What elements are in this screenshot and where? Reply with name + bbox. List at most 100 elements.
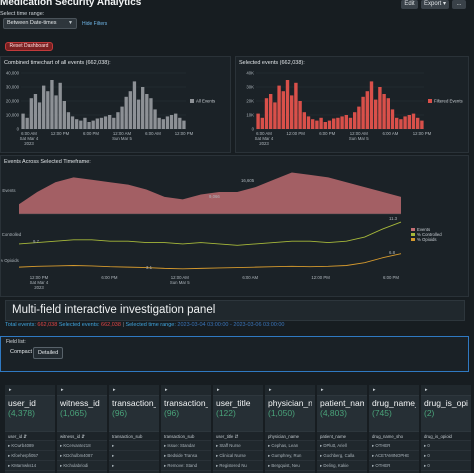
bar[interactable] <box>70 116 75 129</box>
column-header[interactable]: witness_id (1,065) <box>57 396 107 431</box>
bar[interactable] <box>348 117 353 129</box>
column-expand-icon[interactable]: ▸ <box>317 385 367 396</box>
bar[interactable] <box>353 112 357 129</box>
column-sort-header[interactable]: drug_is_opioid <box>421 431 471 440</box>
hide-filters-link[interactable]: Hide Filters <box>82 21 108 27</box>
column-header[interactable]: drug_name_ (745) <box>369 396 419 431</box>
bar[interactable] <box>340 116 344 129</box>
column-sort-header[interactable]: user_title ⇵ <box>213 431 263 440</box>
table-cell[interactable]: ▸ Clinical Nurse <box>213 450 263 460</box>
bar[interactable] <box>178 117 182 129</box>
bar[interactable] <box>141 87 145 129</box>
bar[interactable] <box>378 87 382 129</box>
field-column[interactable]: ▸drug_is_opio(2)drug_is_opioid▸ 0▸ 0▸ 0▸… <box>421 385 471 473</box>
bar[interactable] <box>108 115 112 129</box>
bar[interactable] <box>21 113 25 129</box>
bar[interactable] <box>120 106 124 129</box>
column-expand-icon[interactable]: ▸ <box>369 385 419 396</box>
field-column[interactable]: ▸ transaction_ (96) transaction_sub ▸ Issue:… <box>161 385 211 473</box>
column-sort-header[interactable]: user_id ⇵ <box>5 431 55 440</box>
field-column[interactable]: ▸ user_title (122) user_title ⇵ ▸ Staff Nurs… <box>213 385 263 473</box>
bar[interactable] <box>153 109 157 129</box>
bar[interactable] <box>285 80 290 129</box>
bar[interactable] <box>33 94 38 129</box>
table-cell[interactable]: ▸ KDchulbm4087 <box>57 450 107 460</box>
table-cell[interactable]: ▸ Gumphrey, Run <box>265 450 315 460</box>
column-sort-header[interactable]: drug_name_sho <box>369 431 419 440</box>
bar[interactable] <box>395 117 399 129</box>
column-expand-icon[interactable]: ▸ <box>421 385 471 396</box>
bar[interactable] <box>157 117 161 129</box>
table-cell[interactable]: ▸ DPlutt, Ariell <box>317 440 367 450</box>
table-cell[interactable]: ▸ KCervantez18 <box>57 440 107 450</box>
bar[interactable] <box>260 117 264 129</box>
bar[interactable] <box>361 96 365 129</box>
column-sort-header[interactable]: physician_name <box>265 431 315 440</box>
column-expand-icon[interactable]: ▸ <box>213 385 263 396</box>
column-expand-icon[interactable]: ▸ <box>109 385 159 396</box>
table-cell[interactable]: ▸ ACETAMINOPHE <box>369 470 419 473</box>
column-sort-header[interactable]: witness_id ⇵ <box>57 431 107 440</box>
column-expand-icon[interactable]: ▸ <box>161 385 211 396</box>
events-area[interactable] <box>19 172 401 214</box>
column-sort-header[interactable]: transaction_sub <box>161 431 211 440</box>
table-cell[interactable]: ▸ OTHER <box>369 460 419 470</box>
bar[interactable] <box>390 109 395 129</box>
bar[interactable] <box>174 113 178 129</box>
bar[interactable] <box>336 117 340 129</box>
bar[interactable] <box>407 115 411 129</box>
table-cell[interactable]: ▸ 0 <box>421 440 471 450</box>
table-cell[interactable]: ▸ <box>109 440 159 450</box>
bar[interactable] <box>75 119 79 129</box>
bar[interactable] <box>29 98 33 129</box>
bar[interactable] <box>37 102 42 129</box>
bar[interactable] <box>149 98 153 129</box>
bar[interactable] <box>79 120 83 129</box>
table-cell[interactable]: ▸ Kfoeherpfi057 <box>5 450 55 460</box>
column-header[interactable]: physician_n (1,050) <box>265 396 315 431</box>
table-cell[interactable]: ▸ Remove: Stand <box>161 460 211 470</box>
bar[interactable] <box>277 85 281 129</box>
bar[interactable] <box>169 115 174 129</box>
bar[interactable] <box>327 120 332 129</box>
bar[interactable] <box>411 113 416 129</box>
bar[interactable] <box>91 120 95 129</box>
bar[interactable] <box>319 117 323 129</box>
bar[interactable] <box>302 112 306 129</box>
bar[interactable] <box>369 81 374 129</box>
column-header[interactable]: transaction_ (96) <box>109 396 159 431</box>
field-column[interactable]: ▸ physician_n (1,050) physician_name ▸ Cepha… <box>265 385 315 473</box>
bar[interactable] <box>66 112 71 129</box>
bar[interactable] <box>50 80 54 129</box>
export-button[interactable]: Export ▾ <box>421 0 449 9</box>
bar[interactable] <box>420 120 424 129</box>
field-column[interactable]: ▸transaction_(96)transaction_sub▸▸▸▸ <box>109 385 159 473</box>
bar[interactable] <box>132 81 137 129</box>
table-cell[interactable]: ▸ Rhewanee Juda <box>265 470 315 473</box>
bar[interactable] <box>403 116 407 129</box>
table-cell[interactable]: ▸ Registered Nu <box>213 460 263 470</box>
more-button[interactable]: ... <box>452 0 466 9</box>
column-header[interactable]: patient_nam (4,803) <box>317 396 367 431</box>
table-cell[interactable]: ▸ Issue: Standar <box>161 440 211 450</box>
table-cell[interactable]: ▸ <box>109 460 159 470</box>
bar[interactable] <box>136 99 141 129</box>
column-header[interactable]: drug_is_opio (2) <box>421 396 471 431</box>
column-expand-icon[interactable]: ▸ <box>57 385 107 396</box>
table-cell[interactable]: ▸ ACETAMINOPHE <box>369 450 419 460</box>
table-cell[interactable]: ▸ <box>161 470 211 473</box>
bar[interactable] <box>161 119 165 129</box>
field-column[interactable]: ▸ patient_nam (4,803) patient_name ▸ DPlutt,… <box>317 385 367 473</box>
table-cell[interactable]: ▸ 0 <box>421 450 471 460</box>
field-column[interactable]: ▸ drug_name_ (745) drug_name_sho ▸ OTHER ▸ AC… <box>369 385 419 473</box>
bar[interactable] <box>290 95 294 129</box>
table-cell[interactable]: ▸ Gochberg, Calla <box>317 450 367 460</box>
bar[interactable] <box>382 94 386 129</box>
bar[interactable] <box>323 122 327 129</box>
table-cell[interactable]: ▸ 0 <box>421 460 471 470</box>
bar[interactable] <box>256 113 260 129</box>
bar[interactable] <box>58 82 62 129</box>
bar[interactable] <box>311 119 315 129</box>
bar[interactable] <box>386 98 390 129</box>
edit-button[interactable]: Edit <box>401 0 418 9</box>
